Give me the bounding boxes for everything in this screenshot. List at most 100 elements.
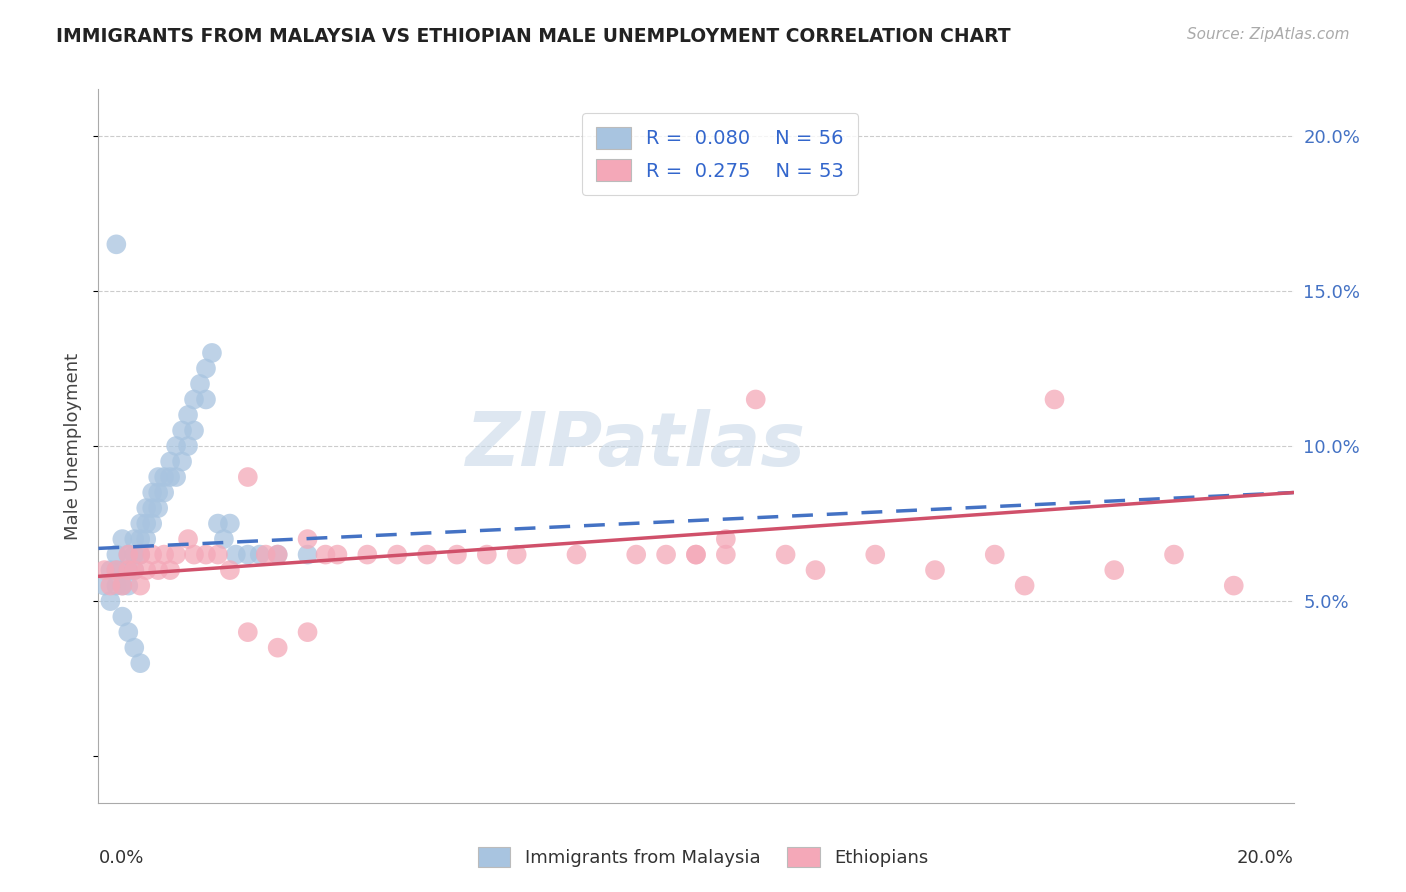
Point	[212, 532, 235, 546]
Point	[177, 439, 200, 453]
Point	[105, 579, 128, 593]
Point	[135, 532, 157, 546]
Point	[219, 516, 242, 531]
Point	[129, 548, 152, 562]
Point	[129, 656, 152, 670]
Legend: R =  0.080    N = 56, R =  0.275    N = 53: R = 0.080 N = 56, R = 0.275 N = 53	[582, 113, 858, 195]
Point	[141, 501, 163, 516]
Point	[117, 548, 139, 562]
Point	[225, 548, 247, 562]
Point	[297, 532, 319, 546]
Point	[1014, 579, 1036, 593]
Point	[111, 579, 134, 593]
Point	[124, 640, 146, 655]
Point	[207, 548, 229, 562]
Point	[326, 548, 349, 562]
Legend: Immigrants from Malaysia, Ethiopians: Immigrants from Malaysia, Ethiopians	[471, 839, 935, 874]
Y-axis label: Male Unemployment: Male Unemployment	[65, 352, 83, 540]
Point	[655, 548, 678, 562]
Point	[254, 548, 277, 562]
Point	[236, 548, 259, 562]
Point	[117, 563, 139, 577]
Point	[124, 532, 146, 546]
Point	[183, 392, 205, 407]
Point	[93, 579, 115, 593]
Point	[165, 439, 187, 453]
Point	[416, 548, 439, 562]
Point	[129, 516, 152, 531]
Point	[148, 485, 170, 500]
Point	[195, 548, 218, 562]
Point	[135, 516, 157, 531]
Point	[626, 548, 648, 562]
Point	[714, 532, 737, 546]
Point	[195, 392, 218, 407]
Point	[183, 548, 205, 562]
Point	[745, 392, 768, 407]
Point	[117, 625, 139, 640]
Point	[148, 501, 170, 516]
Point	[183, 424, 205, 438]
Point	[129, 548, 152, 562]
Point	[153, 470, 176, 484]
Point	[98, 579, 122, 593]
Point	[297, 625, 319, 640]
Point	[111, 609, 134, 624]
Point	[105, 548, 128, 562]
Point	[267, 640, 290, 655]
Point	[141, 485, 163, 500]
Point	[165, 548, 187, 562]
Point	[129, 532, 152, 546]
Point	[195, 361, 218, 376]
Point	[1223, 579, 1246, 593]
Text: ZIPatlas: ZIPatlas	[467, 409, 806, 483]
Point	[93, 563, 115, 577]
Point	[159, 563, 181, 577]
Point	[117, 563, 139, 577]
Text: Source: ZipAtlas.com: Source: ZipAtlas.com	[1187, 27, 1350, 42]
Point	[111, 563, 134, 577]
Point	[685, 548, 707, 562]
Point	[172, 424, 194, 438]
Point	[124, 563, 146, 577]
Point	[135, 563, 157, 577]
Point	[446, 548, 468, 562]
Point	[984, 548, 1007, 562]
Point	[236, 470, 259, 484]
Point	[267, 548, 290, 562]
Point	[475, 548, 498, 562]
Point	[141, 548, 163, 562]
Point	[111, 532, 134, 546]
Point	[685, 548, 707, 562]
Point	[297, 548, 319, 562]
Point	[98, 563, 122, 577]
Point	[201, 346, 224, 360]
Point	[159, 454, 181, 468]
Point	[356, 548, 378, 562]
Point	[105, 237, 128, 252]
Point	[177, 408, 200, 422]
Point	[714, 548, 737, 562]
Point	[219, 563, 242, 577]
Point	[129, 579, 152, 593]
Point	[177, 532, 200, 546]
Point	[124, 548, 146, 562]
Point	[775, 548, 797, 562]
Text: 20.0%: 20.0%	[1237, 849, 1294, 867]
Point	[385, 548, 409, 562]
Point	[865, 548, 887, 562]
Point	[804, 563, 827, 577]
Point	[117, 548, 139, 562]
Point	[117, 579, 139, 593]
Point	[105, 563, 128, 577]
Text: IMMIGRANTS FROM MALAYSIA VS ETHIOPIAN MALE UNEMPLOYMENT CORRELATION CHART: IMMIGRANTS FROM MALAYSIA VS ETHIOPIAN MA…	[56, 27, 1011, 45]
Text: 0.0%: 0.0%	[98, 849, 143, 867]
Point	[135, 501, 157, 516]
Point	[153, 548, 176, 562]
Point	[315, 548, 337, 562]
Point	[141, 516, 163, 531]
Point	[105, 563, 128, 577]
Point	[924, 563, 946, 577]
Point	[236, 625, 259, 640]
Point	[124, 563, 146, 577]
